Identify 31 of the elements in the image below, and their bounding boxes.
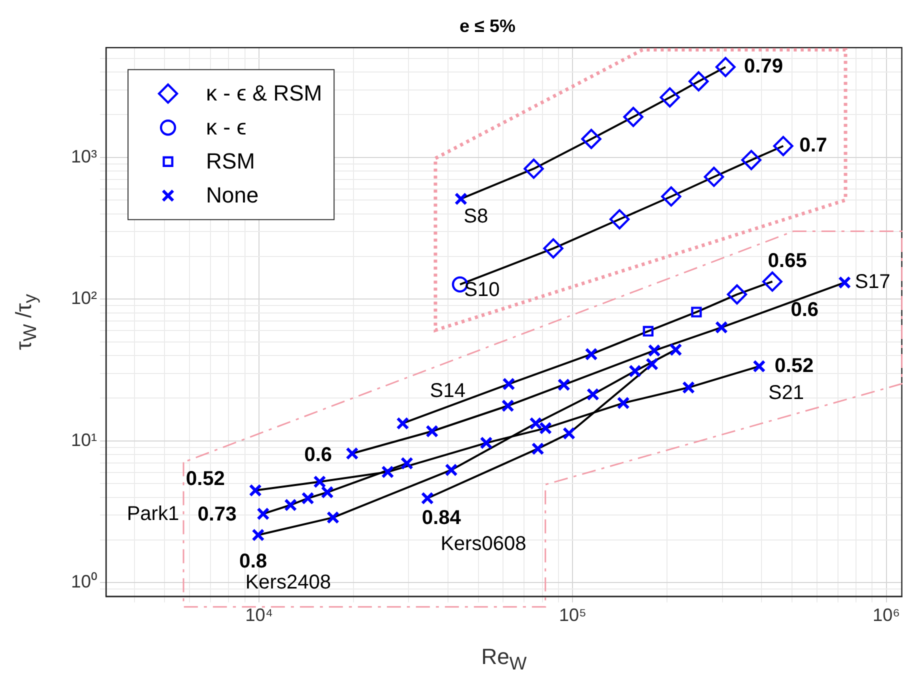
annotation: Kers0608 bbox=[440, 532, 526, 555]
annotation: S10 bbox=[464, 278, 500, 301]
y-tick-label: 10⁰ bbox=[70, 572, 98, 592]
x-axis-title: Re$_{W}$ bbox=[481, 644, 527, 675]
x-tick-label: 10⁵ bbox=[558, 605, 586, 626]
annotation: 0.6 bbox=[304, 444, 332, 466]
annotation: 0.84 bbox=[422, 506, 462, 529]
y-tick-label: 10¹ bbox=[71, 430, 98, 450]
annotation: 0.73 bbox=[198, 503, 237, 526]
legend-label: RSM bbox=[206, 148, 255, 174]
annotation: 0.52 bbox=[774, 354, 814, 377]
annotation: 0.52 bbox=[186, 468, 225, 490]
legend-label: κ - ϵ & RSM bbox=[206, 80, 322, 106]
y-tick-label: 10³ bbox=[71, 146, 98, 166]
annotation: S14 bbox=[430, 380, 466, 402]
annotation: 0.6 bbox=[790, 299, 819, 322]
x-tick-label: 10⁴ bbox=[245, 605, 273, 626]
annotation: S8 bbox=[464, 205, 488, 228]
annotation: 0.7 bbox=[799, 134, 828, 157]
legend-label: κ - ϵ bbox=[206, 114, 246, 140]
annotation: 0.65 bbox=[768, 250, 807, 272]
legend-label: None bbox=[206, 182, 259, 208]
annotation: Park1 bbox=[126, 503, 180, 526]
chart-title: e ≤ 5% bbox=[460, 16, 516, 36]
annotation: 0.79 bbox=[744, 56, 783, 78]
annotation: S17 bbox=[854, 271, 890, 294]
y-tick-label: 10² bbox=[71, 288, 98, 308]
x-tick-label: 10⁶ bbox=[872, 605, 900, 626]
annotation: S21 bbox=[768, 382, 804, 404]
annotation: 0.8 bbox=[239, 550, 268, 572]
annotation: Kers2408 bbox=[245, 571, 331, 594]
